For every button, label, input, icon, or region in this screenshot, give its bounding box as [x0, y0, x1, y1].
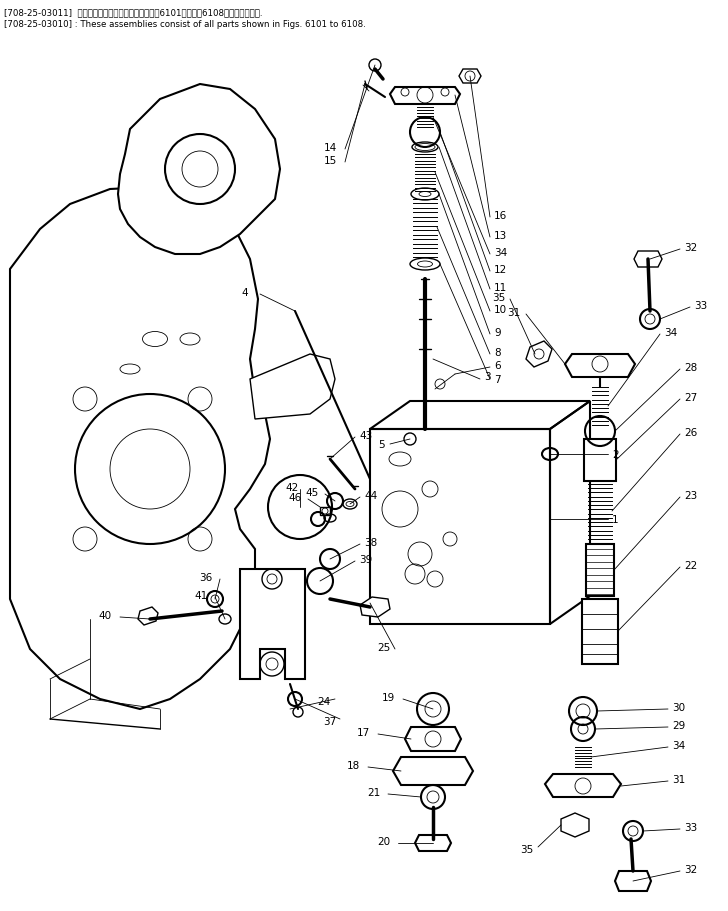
Bar: [320, 507, 330, 516]
Text: 7: 7: [494, 374, 501, 384]
Text: [708-25-03011]  これらのアセンブリの構成部品は第6101図から第6108図まで含みます.: [708-25-03011] これらのアセンブリの構成部品は第6101図から第6…: [4, 8, 263, 17]
Polygon shape: [545, 774, 621, 797]
Bar: [582, 599, 618, 664]
Text: 36: 36: [199, 572, 212, 582]
Text: 39: 39: [359, 555, 372, 565]
Polygon shape: [10, 188, 270, 710]
Polygon shape: [360, 598, 390, 618]
Text: 31: 31: [507, 308, 520, 318]
Text: 13: 13: [494, 230, 507, 241]
Text: 38: 38: [364, 537, 377, 548]
Text: 4: 4: [242, 288, 248, 298]
Text: 19: 19: [381, 692, 395, 702]
Text: 44: 44: [364, 490, 377, 500]
Polygon shape: [415, 835, 451, 851]
Text: 16: 16: [494, 210, 507, 220]
Bar: [584, 439, 616, 482]
Text: 42: 42: [285, 483, 298, 493]
Text: 46: 46: [289, 493, 302, 503]
Polygon shape: [405, 727, 461, 752]
Text: 21: 21: [367, 787, 380, 797]
Text: 2: 2: [612, 449, 619, 459]
Text: 30: 30: [672, 702, 685, 712]
Text: 24: 24: [317, 696, 330, 706]
Text: 3: 3: [484, 372, 491, 382]
Text: 29: 29: [672, 721, 685, 731]
Polygon shape: [250, 354, 335, 420]
Text: 32: 32: [684, 864, 697, 874]
Text: 28: 28: [684, 363, 697, 373]
Text: 34: 34: [494, 248, 507, 258]
Polygon shape: [118, 85, 280, 255]
Text: 10: 10: [494, 304, 507, 314]
Text: 32: 32: [684, 242, 697, 252]
Text: 15: 15: [324, 156, 337, 166]
Text: 12: 12: [494, 265, 507, 275]
Text: 14: 14: [324, 143, 337, 153]
Polygon shape: [138, 608, 158, 625]
Text: 31: 31: [672, 774, 685, 784]
Text: [708-25-03010] : These assemblies consist of all parts shown in Figs. 6101 to 61: [708-25-03010] : These assemblies consis…: [4, 20, 365, 29]
Text: 34: 34: [664, 328, 677, 338]
Polygon shape: [526, 342, 552, 368]
Text: 5: 5: [379, 439, 385, 449]
Text: 9: 9: [494, 328, 501, 338]
Polygon shape: [634, 251, 662, 268]
Text: 34: 34: [672, 740, 685, 750]
Text: 37: 37: [323, 716, 336, 726]
Bar: [586, 545, 614, 597]
Text: 17: 17: [357, 727, 370, 737]
Text: 22: 22: [684, 560, 697, 570]
Text: 6: 6: [494, 361, 501, 371]
Text: 20: 20: [377, 836, 390, 846]
Polygon shape: [240, 569, 305, 680]
Text: 1: 1: [612, 515, 619, 525]
Polygon shape: [561, 814, 589, 837]
Text: 11: 11: [494, 282, 507, 292]
Text: 45: 45: [306, 487, 319, 497]
Text: 26: 26: [684, 427, 697, 437]
Text: 18: 18: [347, 760, 360, 770]
Text: 35: 35: [491, 292, 505, 302]
Polygon shape: [393, 757, 473, 785]
Text: 33: 33: [684, 822, 697, 832]
Text: 43: 43: [359, 431, 372, 441]
Text: 33: 33: [694, 301, 707, 311]
Text: 35: 35: [520, 844, 533, 855]
Text: 41: 41: [195, 590, 208, 600]
Polygon shape: [459, 70, 481, 84]
Polygon shape: [390, 87, 460, 105]
Text: 40: 40: [99, 610, 112, 620]
Text: 25: 25: [377, 642, 390, 652]
Text: 27: 27: [684, 393, 697, 403]
Text: 8: 8: [494, 348, 501, 358]
Polygon shape: [565, 354, 635, 377]
Text: 23: 23: [684, 490, 697, 500]
Polygon shape: [615, 871, 651, 891]
